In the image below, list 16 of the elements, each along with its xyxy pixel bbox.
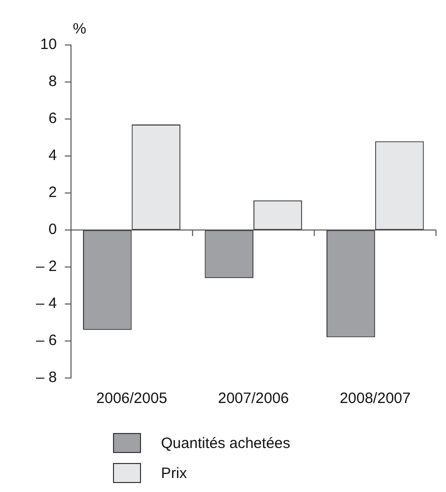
y-tick-label: 4 bbox=[48, 147, 57, 164]
y-tick-label: 10 bbox=[40, 36, 57, 54]
y-tick-label: 0 bbox=[48, 221, 57, 238]
y-tick-label: 2 bbox=[48, 184, 57, 202]
y-axis-title: % bbox=[72, 20, 86, 38]
y-tick-label: – 8 bbox=[36, 369, 57, 386]
y-tick-label: – 2 bbox=[36, 258, 57, 276]
x-tick-label: 2007/2006 bbox=[218, 390, 289, 408]
x-tick-label: 2006/2005 bbox=[96, 390, 168, 408]
y-tick-label: 6 bbox=[48, 110, 57, 128]
legend-label: Prix bbox=[161, 464, 187, 482]
legend-label: Quantités achetées bbox=[161, 434, 290, 452]
y-tick-label: – 4 bbox=[36, 295, 57, 312]
x-tick-label: 2008/2007 bbox=[340, 390, 411, 408]
y-tick-label: 8 bbox=[48, 73, 57, 90]
y-tick-label: – 6 bbox=[36, 332, 57, 350]
